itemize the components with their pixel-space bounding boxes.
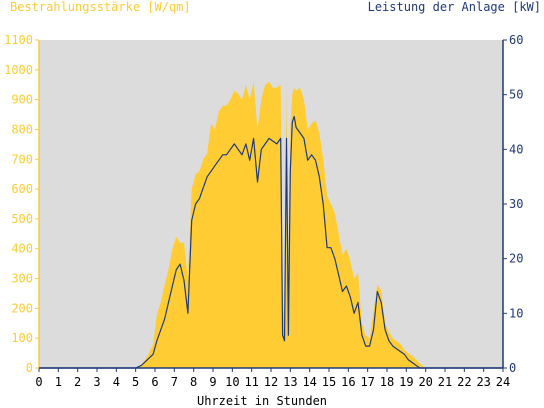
right-axis-title: Leistung der Anlage [kW] <box>368 0 541 14</box>
y-left-tick-label: 0 <box>26 361 33 375</box>
y-left-tick-label: 1000 <box>4 63 33 77</box>
x-tick-label: 1 <box>55 375 62 389</box>
y-left-tick-label: 800 <box>11 122 33 136</box>
x-tick-label: 6 <box>151 375 158 389</box>
x-tick-label: 15 <box>322 375 336 389</box>
y-left-tick-label: 700 <box>11 152 33 166</box>
x-tick-label: 3 <box>93 375 100 389</box>
x-tick-label: 11 <box>244 375 258 389</box>
x-tick-label: 13 <box>283 375 297 389</box>
x-tick-label: 23 <box>476 375 490 389</box>
irradiance-area <box>39 81 503 368</box>
y-left-tick-label: 900 <box>11 93 33 107</box>
y-right-tick-label: 40 <box>509 142 523 156</box>
y-left-tick-label: 1100 <box>4 33 33 47</box>
x-tick-label: 5 <box>132 375 139 389</box>
x-tick-label: 7 <box>171 375 178 389</box>
y-right-tick-label: 10 <box>509 306 523 320</box>
x-tick-label: 10 <box>225 375 239 389</box>
x-tick-label: 17 <box>360 375 374 389</box>
y-right-tick-label: 0 <box>509 361 516 375</box>
y-right-tick-label: 60 <box>509 33 523 47</box>
y-left-tick-label: 500 <box>11 212 33 226</box>
y-left-tick-label: 200 <box>11 301 33 315</box>
x-tick-label: 14 <box>302 375 316 389</box>
x-tick-label: 2 <box>74 375 81 389</box>
power-line <box>39 115 503 369</box>
x-tick-label: 4 <box>113 375 120 389</box>
x-tick-label: 12 <box>264 375 278 389</box>
x-tick-label: 21 <box>438 375 452 389</box>
x-tick-label: 8 <box>190 375 197 389</box>
x-tick-label: 20 <box>418 375 432 389</box>
y-left-tick-label: 600 <box>11 182 33 196</box>
x-tick-label: 16 <box>341 375 355 389</box>
left-axis-title: Bestrahlungsstärke [W/qm] <box>10 0 191 14</box>
x-axis-title: Uhrzeit in Stunden <box>197 394 327 408</box>
y-right-tick-label: 30 <box>509 197 523 211</box>
x-tick-label: 22 <box>457 375 471 389</box>
x-tick-label: 9 <box>209 375 216 389</box>
y-right-tick-label: 50 <box>509 88 523 102</box>
y-right-tick-label: 20 <box>509 252 523 266</box>
y-left-tick-label: 400 <box>11 242 33 256</box>
y-left-tick-label: 100 <box>11 331 33 345</box>
x-tick-label: 19 <box>399 375 413 389</box>
y-left-tick-label: 300 <box>11 272 33 286</box>
x-tick-label: 0 <box>35 375 42 389</box>
x-tick-label: 18 <box>380 375 394 389</box>
x-tick-label: 24 <box>496 375 510 389</box>
